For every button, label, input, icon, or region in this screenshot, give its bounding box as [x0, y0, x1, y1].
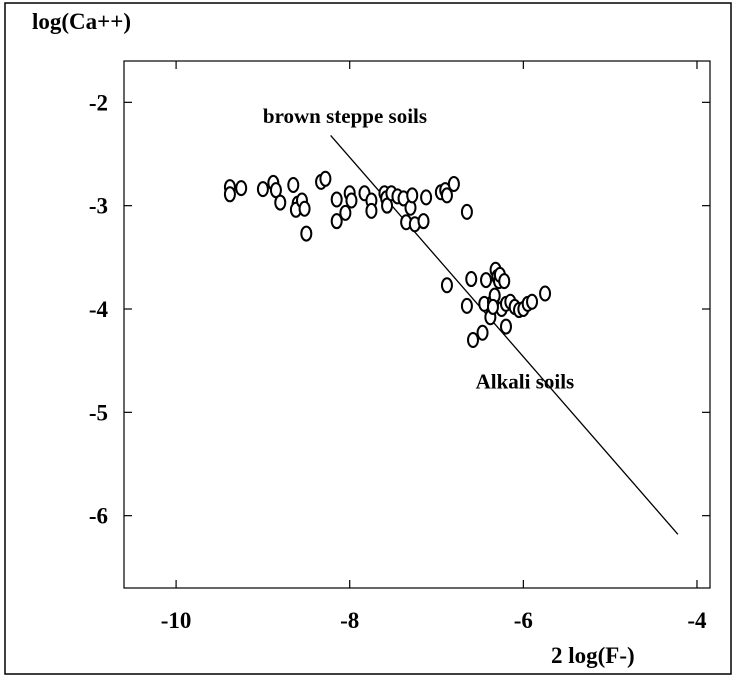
y-tick-label: -3: [89, 194, 108, 219]
data-point: [339, 204, 352, 221]
data-point: [298, 200, 311, 217]
x-tick-label: -6: [514, 608, 533, 633]
y-axis-label: log(Ca++): [32, 9, 131, 34]
data-point: [417, 213, 430, 230]
figure-border: [4, 2, 732, 675]
data-point: [440, 187, 453, 204]
data-point: [466, 332, 479, 348]
plot-area: [123, 60, 711, 589]
x-tick-label: -4: [687, 608, 707, 633]
data-point: [223, 186, 236, 203]
data-point: [406, 187, 419, 204]
data-point: [235, 180, 248, 197]
data-point: [440, 277, 453, 294]
data-point: [476, 324, 489, 341]
data-point: [465, 271, 478, 288]
axis-layer: -10 -8 -6 -4 -2 -3 -4 -5 -6: [89, 61, 710, 633]
x-axis-label: 2 log(F-): [551, 643, 635, 668]
data-point: [486, 298, 499, 315]
data-point: [420, 189, 433, 206]
data-point: [460, 297, 473, 314]
data-point: [365, 202, 378, 219]
data-point: [319, 170, 332, 187]
point-layer: [223, 170, 552, 348]
y-tick-label: -4: [89, 297, 109, 322]
data-point: [526, 293, 539, 310]
data-point: [480, 272, 493, 289]
data-point: [460, 203, 473, 220]
data-point: [330, 213, 343, 230]
data-point: [498, 273, 511, 290]
annotation-label: Alkali soils: [476, 370, 575, 394]
data-point: [447, 175, 460, 192]
x-tick-label: -10: [161, 608, 192, 633]
data-point: [539, 285, 552, 302]
y-tick-label: -5: [89, 400, 108, 425]
data-point: [345, 192, 358, 209]
annotation-label: brown steppe soils: [263, 104, 427, 128]
data-point: [499, 318, 512, 335]
annotation-layer: brown steppe soils Alkali soils: [263, 104, 574, 394]
y-tick-label: -6: [89, 504, 108, 529]
data-point: [300, 225, 313, 242]
data-point: [274, 194, 287, 211]
y-tick-label: -2: [89, 90, 108, 115]
x-tick-label: -8: [340, 608, 359, 633]
data-point: [256, 181, 269, 198]
data-point: [287, 177, 300, 193]
data-point: [330, 191, 343, 208]
